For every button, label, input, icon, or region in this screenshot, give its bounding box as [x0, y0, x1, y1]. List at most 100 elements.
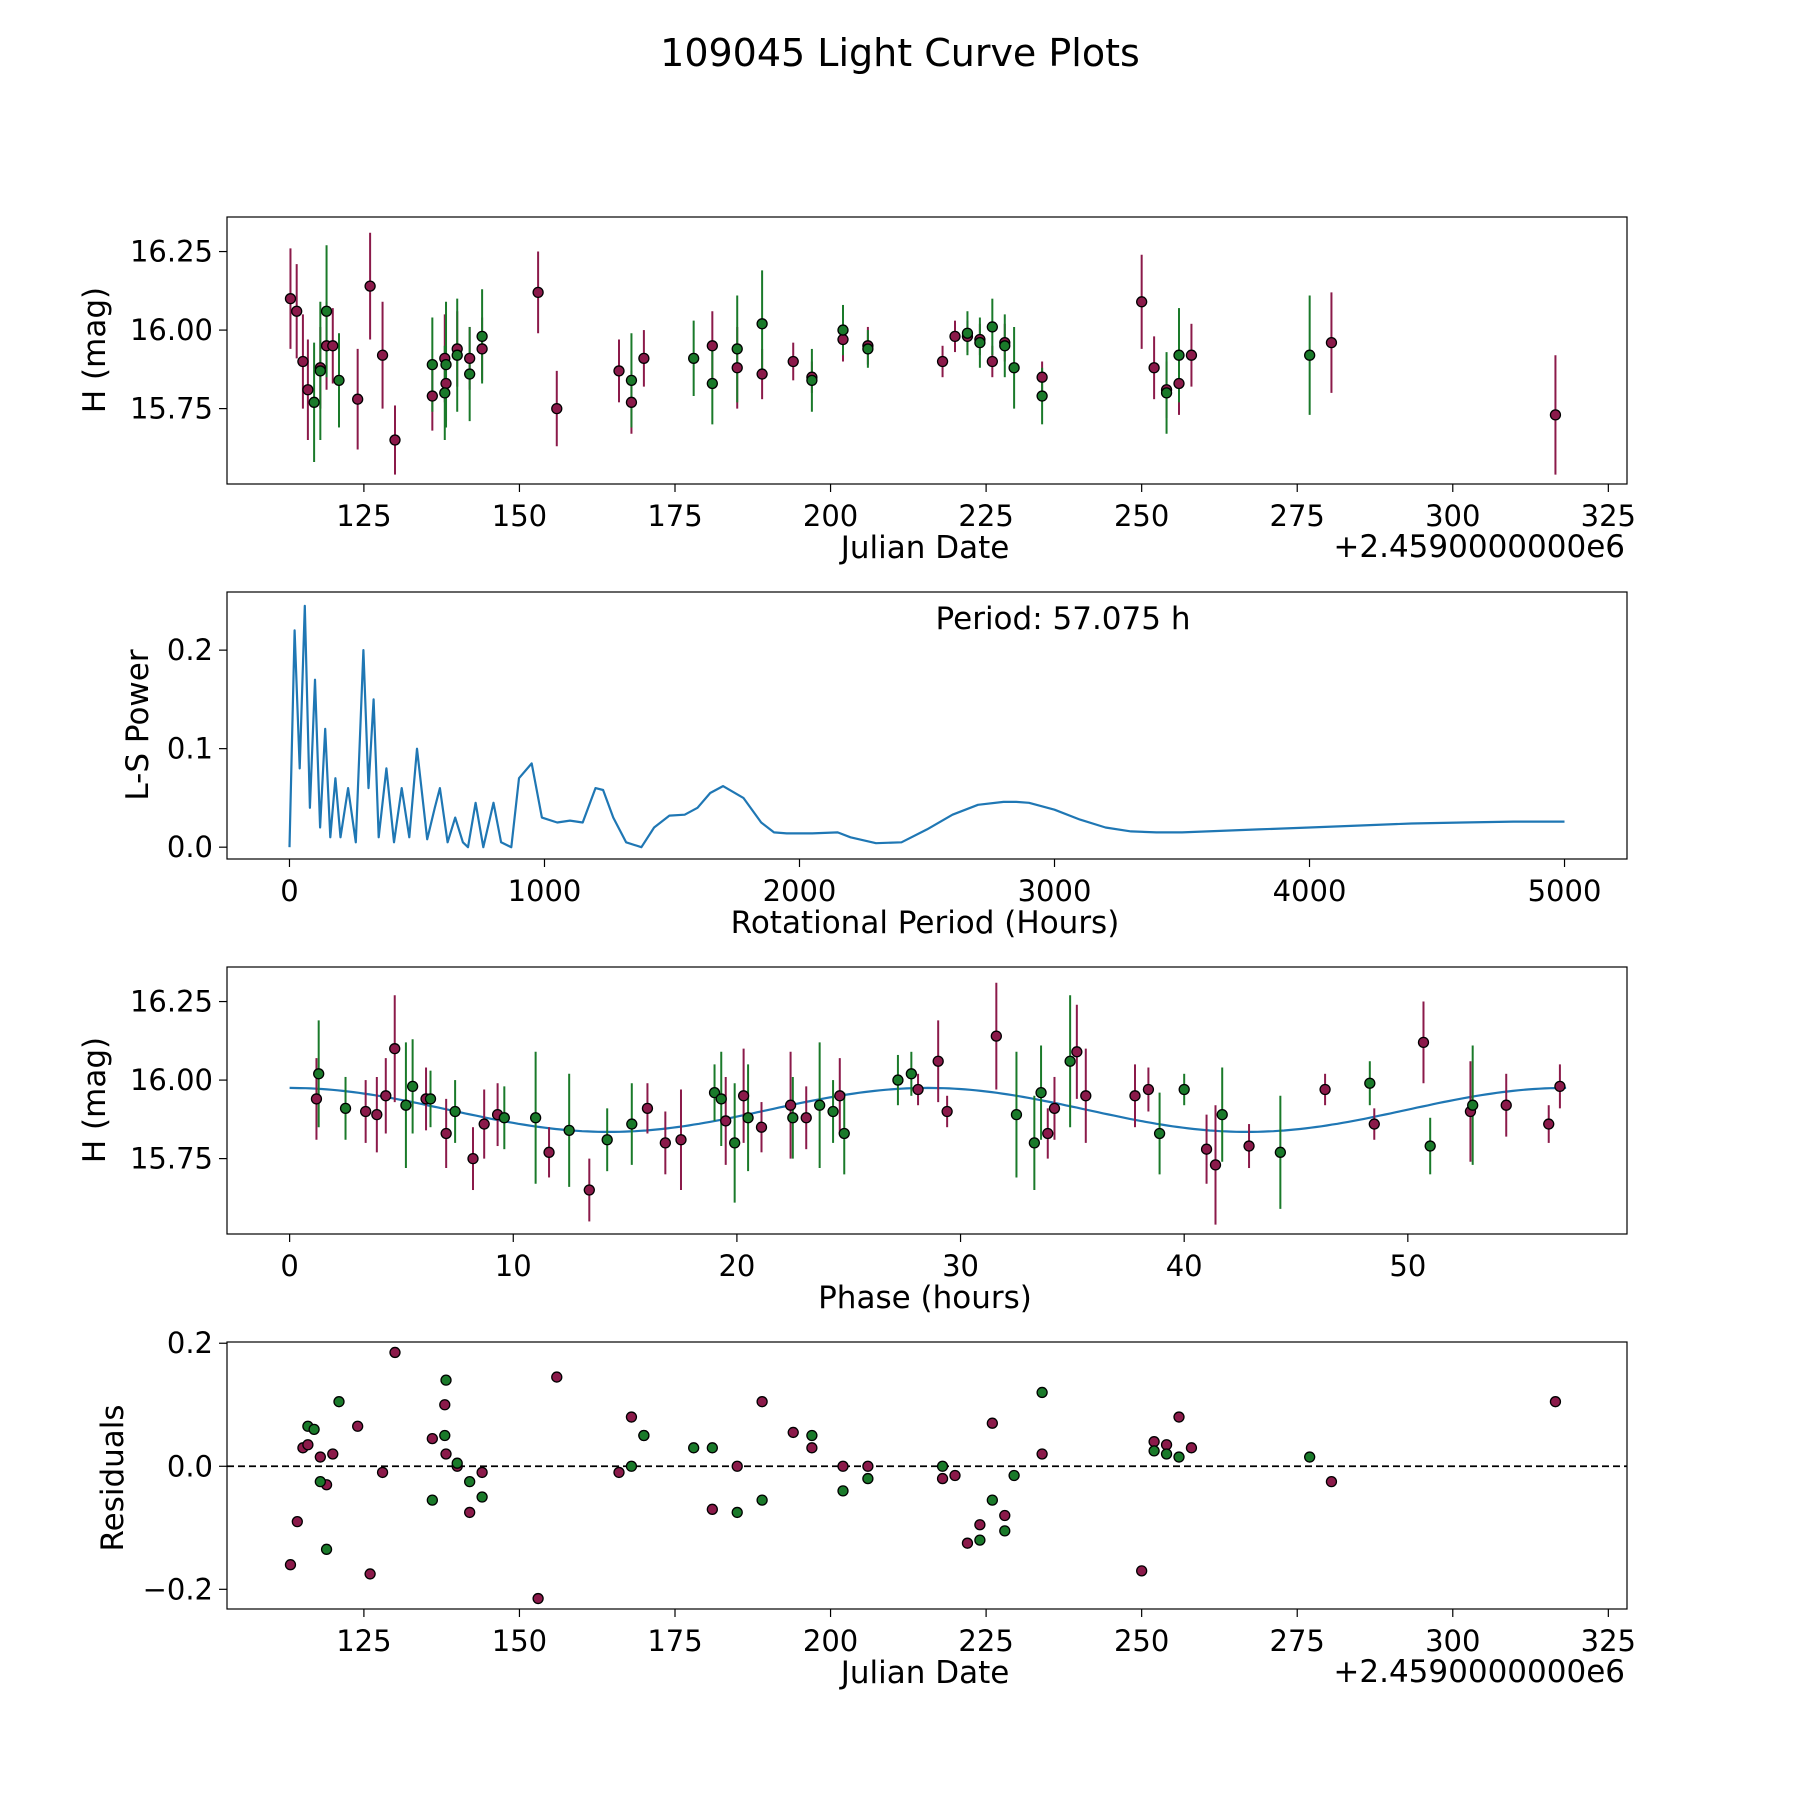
phased-point: [449, 1105, 461, 1118]
residuals-point: [1325, 1476, 1338, 1488]
residuals-point: [476, 1466, 488, 1479]
phased-point: [1368, 1118, 1380, 1130]
lightcurve-point: [1173, 349, 1185, 361]
phased-point: [1209, 1159, 1222, 1171]
lightcurve-point: [426, 390, 438, 402]
phased-point: [626, 1118, 638, 1130]
residuals-point: [333, 1396, 345, 1408]
phased-xtick-label: 30: [942, 1249, 979, 1283]
residuals-point: [440, 1374, 452, 1386]
residuals-point: [1185, 1442, 1198, 1454]
phased-point: [1243, 1140, 1255, 1152]
lightcurve-xtick-label: 150: [492, 499, 547, 533]
lightcurve-point: [389, 434, 401, 446]
residuals-point: [451, 1457, 463, 1469]
phased-point: [1142, 1083, 1155, 1096]
lightcurve-point: [806, 374, 818, 386]
phased-point: [990, 1030, 1002, 1042]
lightcurve-point: [1160, 387, 1173, 399]
phased-panel: 0 10 20 30 40 50 15.75 16.00 16.25 Phase (hours)…: [77, 966, 1628, 1316]
lightcurve-point: [364, 280, 376, 292]
lightcurve-point: [308, 396, 320, 408]
lightcurve-point: [333, 374, 345, 386]
residuals-xtick-label: 300: [1425, 1624, 1480, 1658]
periodogram-ticks: 0 1000 2000 3000 4000 5000 0.0 0.1 0.2: [167, 633, 1602, 908]
phased-point: [1064, 1055, 1076, 1067]
lightcurve-xtick-label: 200: [803, 499, 858, 533]
residuals-point: [756, 1494, 768, 1506]
phased-ticks: 0 10 20 30 40 50 15.75 16.00 16.25: [130, 985, 1426, 1283]
lightcurve-point: [862, 343, 874, 355]
lightcurve-point: [756, 368, 768, 380]
residuals-point: [756, 1396, 768, 1408]
phased-point: [406, 1080, 419, 1093]
residuals-point: [806, 1442, 818, 1454]
residuals-xtick-label: 200: [803, 1624, 858, 1658]
phased-point: [784, 1099, 797, 1111]
residuals-point: [464, 1506, 476, 1519]
periodogram-xlabel: Rotational Period (Hours): [731, 905, 1120, 941]
lightcurve-point: [1148, 362, 1160, 374]
residuals-point: [688, 1442, 700, 1454]
lightcurve-point: [625, 374, 638, 386]
lightcurve-marks: [284, 232, 1562, 475]
phased-point: [1129, 1090, 1141, 1102]
residuals-xtick-label: 225: [958, 1624, 1013, 1658]
phased-xtick-label: 40: [1166, 1249, 1203, 1283]
lightcurve-xtick-label: 275: [1270, 499, 1325, 533]
lightcurve-point: [625, 396, 638, 408]
lightcurve-point: [787, 355, 799, 368]
lightcurve-offset-text: +2.4590000000e6: [1333, 529, 1625, 565]
residuals-point: [986, 1494, 998, 1506]
residuals-point: [551, 1371, 563, 1383]
phased-ytick-label: 16.25: [130, 985, 213, 1019]
residuals-point: [320, 1543, 333, 1555]
lightcurve-point: [837, 333, 849, 346]
lightcurve-point: [464, 368, 476, 380]
phased-point: [720, 1115, 732, 1127]
residuals-point: [532, 1592, 544, 1605]
phased-ytick-label: 16.00: [130, 1063, 213, 1097]
phased-point: [440, 1127, 452, 1140]
residuals-point: [464, 1476, 476, 1488]
periodogram-xtick-label: 5000: [1528, 874, 1602, 908]
phased-point: [529, 1112, 542, 1124]
lightcurve-point: [440, 377, 452, 390]
residuals-point: [936, 1472, 949, 1485]
residuals-xtick-label: 250: [1114, 1624, 1169, 1658]
lightcurve-point: [327, 340, 339, 352]
periodogram-xtick-label: 0: [280, 874, 298, 908]
periodogram-axes-frame: [226, 591, 1628, 860]
residuals-point: [426, 1432, 438, 1445]
phased-xtick-label: 10: [495, 1249, 532, 1283]
residuals-point: [806, 1429, 818, 1442]
residuals-point: [291, 1515, 303, 1528]
lightcurve-point: [731, 362, 743, 374]
phased-point: [360, 1105, 372, 1118]
periodogram-ytick-label: 0.1: [167, 732, 213, 766]
residuals-point: [476, 1491, 488, 1503]
residuals-ticks: 125 150 175 200 225 250 275 300 325 −0.2 0.0 0.2: [143, 1326, 1636, 1658]
phased-point: [742, 1112, 754, 1124]
phased-axes-frame: [226, 966, 1628, 1235]
periodogram-line: [288, 604, 1565, 849]
phased-point: [1467, 1099, 1479, 1111]
phased-point: [1216, 1108, 1228, 1121]
lightcurve-point: [613, 365, 625, 377]
residuals-ytick-label: 0.2: [167, 1326, 213, 1360]
phased-point: [827, 1105, 839, 1118]
phased-point: [905, 1068, 917, 1080]
phased-point: [389, 1043, 401, 1055]
phased-point: [339, 1102, 352, 1115]
periodogram-xtick-label: 1000: [508, 874, 582, 908]
phased-point: [498, 1112, 510, 1124]
lightcurve-point: [706, 377, 718, 390]
phased-point: [1071, 1046, 1083, 1058]
residuals-point: [440, 1448, 452, 1460]
phased-point: [834, 1090, 846, 1102]
residuals-point: [706, 1503, 718, 1515]
residuals-point: [949, 1469, 961, 1482]
phased-point: [371, 1108, 383, 1121]
phased-point: [641, 1102, 654, 1115]
periodogram-ytick-label: 0.2: [167, 633, 213, 667]
